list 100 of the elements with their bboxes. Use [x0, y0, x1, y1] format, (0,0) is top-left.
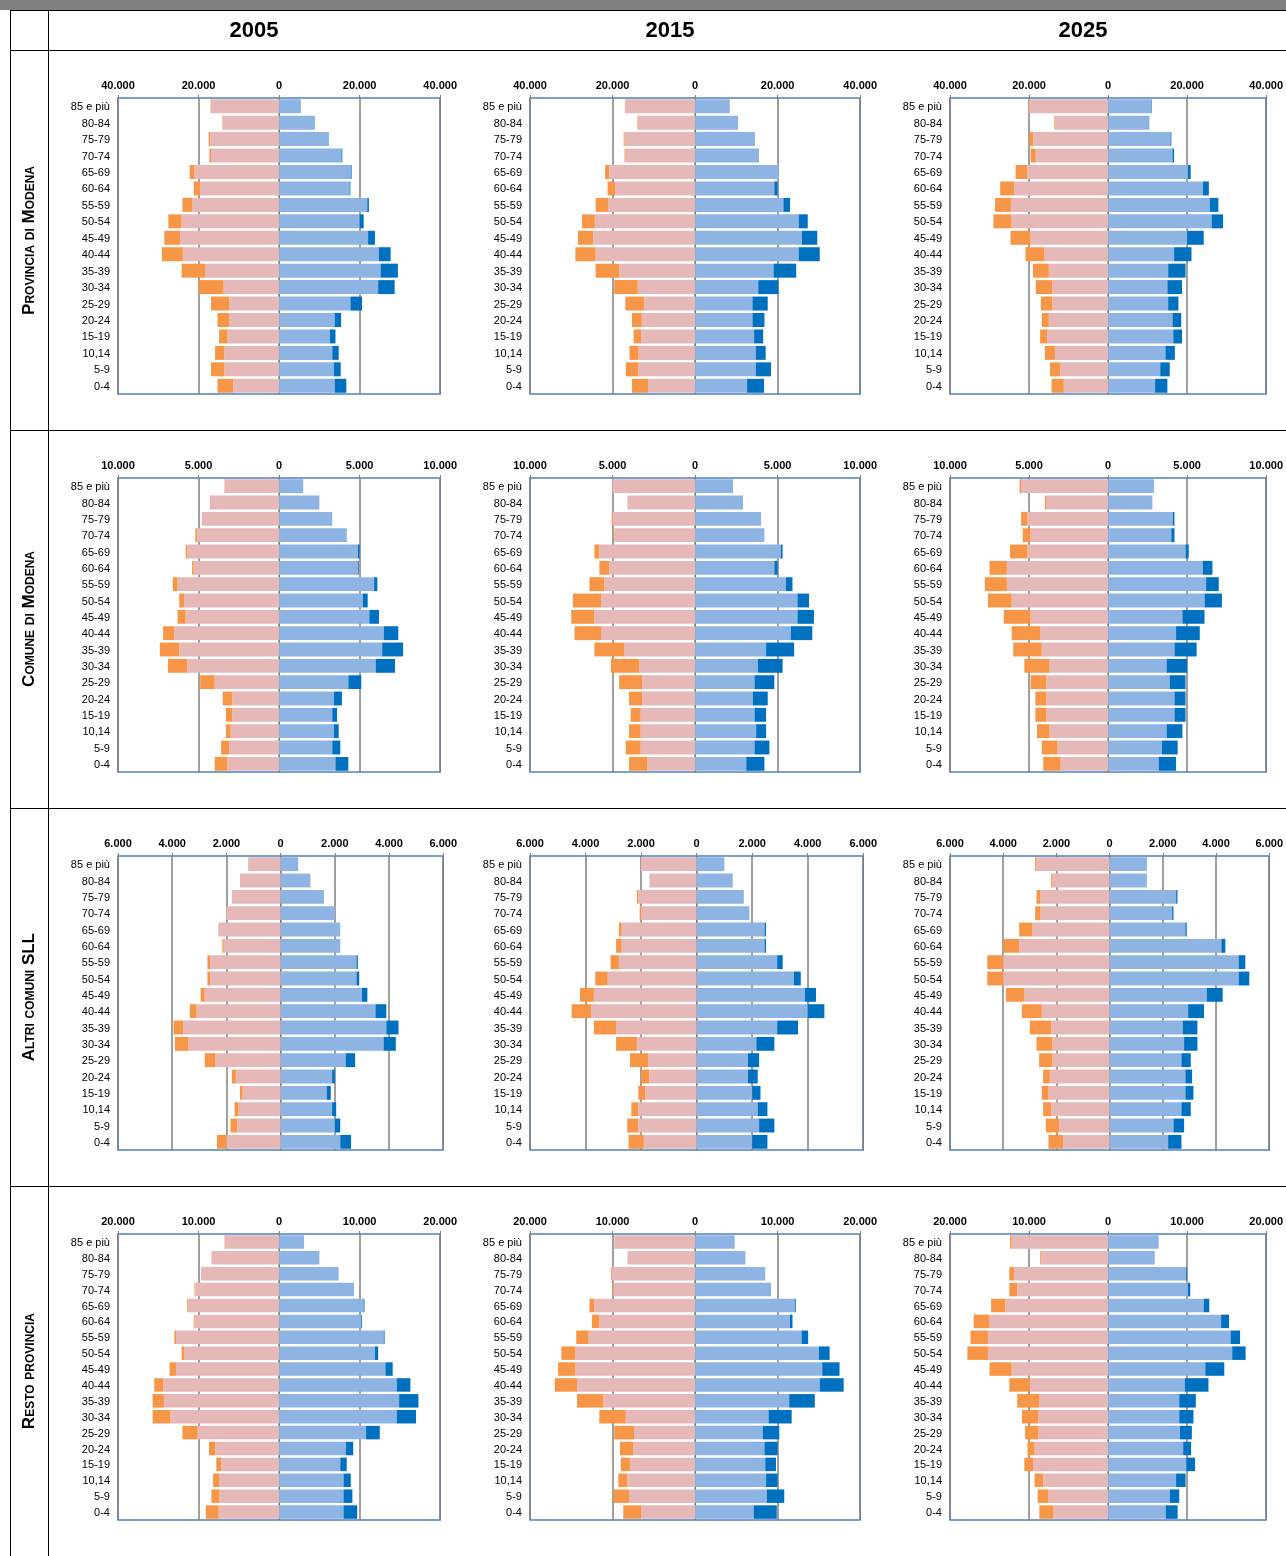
y-tick-label: 85 e più [482, 1235, 522, 1248]
bar [159, 642, 180, 657]
bar [189, 165, 195, 179]
y-tick-label: 15-19 [81, 708, 110, 721]
bar [1047, 329, 1109, 344]
y-tick-label: 10,14 [914, 346, 942, 359]
x-tick-label: 6.000 [1255, 836, 1283, 849]
y-tick-label: 75-79 [81, 1267, 110, 1280]
bar [695, 1394, 790, 1408]
bar [1108, 642, 1175, 657]
bar [380, 263, 398, 278]
bar [695, 345, 756, 360]
bar [616, 1020, 697, 1035]
y-tick-label: 85 e più [70, 1235, 110, 1248]
bar [1108, 115, 1149, 130]
bar [1108, 1346, 1233, 1360]
y-tick-label: 65-69 [913, 923, 942, 936]
y-tick-label: 70-74 [493, 529, 522, 542]
x-tick-label: 6.000 [516, 836, 544, 849]
y-tick-label: 60-64 [913, 182, 942, 195]
bar [627, 1473, 696, 1488]
y-tick-label: 30-34 [81, 1037, 110, 1050]
bar [279, 691, 334, 706]
y-axis-title: Resto provincia [19, 1312, 39, 1430]
bar [752, 691, 768, 706]
bar [804, 987, 817, 1002]
bar [1038, 1409, 1109, 1424]
y-tick-label: 30-34 [493, 659, 522, 672]
bar [790, 626, 813, 641]
bar [280, 922, 341, 937]
bar [170, 1409, 280, 1424]
bar [181, 263, 205, 278]
bar [1036, 1036, 1053, 1051]
bar [695, 658, 758, 673]
bar [1108, 756, 1159, 771]
y-tick-label: 0-4 [926, 1506, 942, 1519]
bar [575, 247, 596, 262]
y-tick-label: 70-74 [493, 907, 522, 920]
bar [1049, 724, 1109, 739]
bar [187, 544, 280, 559]
bar [368, 230, 375, 245]
bar [1027, 1441, 1035, 1456]
bar [696, 1102, 758, 1117]
y-tick-label: 70-74 [81, 907, 110, 920]
y-tick-label: 40-44 [493, 248, 522, 261]
y-tick-label: 20-24 [493, 1070, 522, 1083]
y-tick-label: 20-24 [913, 1442, 942, 1455]
bar [633, 329, 642, 344]
y-tick-label: 45-49 [493, 610, 522, 623]
bar [642, 675, 696, 690]
bar [1166, 724, 1183, 739]
y-tick-label: 45-49 [913, 1363, 942, 1376]
bar [594, 1298, 696, 1313]
x-tick-label: 2.000 [321, 836, 349, 849]
x-tick-label: 5.000 [1015, 458, 1043, 471]
x-tick-label: 10.000 [1012, 1214, 1046, 1227]
bar [1108, 479, 1154, 494]
bar [1024, 1457, 1033, 1472]
y-tick-label: 50-54 [913, 1347, 942, 1360]
bar [217, 313, 230, 327]
bar [1052, 873, 1110, 888]
y-tick-label: 0-4 [506, 1506, 522, 1519]
y-tick-label: 10,14 [82, 725, 110, 738]
bar [1052, 296, 1109, 311]
bar [1230, 1330, 1241, 1345]
bar [1108, 1235, 1159, 1249]
bar [696, 938, 765, 953]
x-tick-label: 20.000 [843, 1214, 878, 1227]
bar [695, 1330, 802, 1345]
bar [627, 1118, 639, 1133]
bar [343, 1505, 358, 1519]
y-tick-label: 40-44 [913, 1378, 942, 1391]
y-tick-label: 25-29 [81, 676, 110, 689]
bar [229, 296, 280, 311]
bar [1179, 1394, 1196, 1408]
bar [1109, 955, 1239, 970]
y-tick-label: 50-54 [913, 215, 942, 228]
bar [350, 296, 363, 311]
bar [211, 1489, 220, 1503]
bar [987, 1330, 1109, 1345]
bar [226, 1134, 281, 1149]
bar [340, 1134, 352, 1149]
bar [1041, 1004, 1110, 1019]
bar [1108, 1473, 1177, 1488]
y-tick-label: 85 e più [902, 480, 942, 493]
y-tick-label: 25-29 [493, 676, 522, 689]
bar [196, 1004, 281, 1019]
bar [279, 577, 375, 592]
bar [217, 378, 234, 393]
bar [695, 1489, 767, 1503]
bar [793, 971, 801, 986]
y-tick-label: 10,14 [82, 1103, 110, 1116]
bar [1188, 1004, 1205, 1019]
bar [375, 1004, 387, 1019]
bar [1185, 1069, 1193, 1084]
y-tick-label: 60-64 [493, 182, 522, 195]
bar [343, 1473, 351, 1488]
bar [695, 577, 786, 592]
x-tick-label: 20.000 [1170, 78, 1204, 91]
bar [612, 511, 696, 526]
